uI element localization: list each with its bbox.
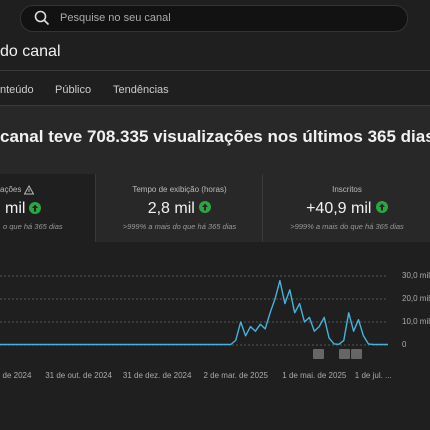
metric-card[interactable]: ações mil o que há 365 dias	[0, 174, 95, 242]
card-value: 2,8 mil	[147, 200, 195, 217]
up-icon	[375, 201, 388, 213]
y-tick-label: 10,0 mil	[402, 317, 430, 326]
x-tick-label: 31 de out. de 2024	[45, 371, 112, 380]
up-icon	[199, 201, 212, 213]
x-tick-label: 2 de mar. de 2025	[203, 371, 268, 380]
search-icon	[34, 10, 50, 26]
video-marker[interactable]	[313, 349, 324, 359]
headline: canal teve 708.335 visualizações nos últ…	[0, 127, 430, 146]
metric-card[interactable]: Tempo de exibição (horas) 2,8 mil >999% …	[95, 174, 263, 242]
card-value: +40,9 mil	[306, 200, 372, 217]
tab[interactable]: nteúdo	[0, 84, 34, 96]
y-tick-label: 30,0 mil	[402, 271, 430, 280]
x-tick-label: 1 de jul. ...	[355, 371, 392, 380]
tab[interactable]: Público	[55, 84, 92, 96]
card-value-row: 2,8 mil	[96, 200, 263, 218]
video-marker[interactable]	[351, 349, 362, 359]
card-note: o que há 365 dias	[3, 222, 63, 231]
data-line	[0, 279, 388, 346]
video-marker[interactable]	[339, 349, 350, 359]
card-label: Tempo de exibição (horas)	[132, 185, 227, 194]
card-label: Inscritos	[332, 185, 362, 194]
header	[0, 36, 430, 71]
card-note: >999% a mais do que há 365 dias	[122, 222, 237, 231]
warning-icon	[24, 185, 34, 195]
up-icon	[29, 202, 41, 214]
tab[interactable]: Tendências	[113, 84, 169, 96]
page-title: do canal	[0, 43, 61, 60]
search-placeholder: Pesquise no seu canal	[60, 12, 171, 24]
card-value: mil	[5, 200, 26, 217]
search-box[interactable]: Pesquise no seu canal	[20, 5, 408, 32]
card-value-row: +40,9 mil	[263, 200, 430, 218]
y-tick-label: 0	[402, 340, 407, 349]
x-tick-label: . de 2024	[0, 371, 32, 380]
chart-panel	[0, 242, 430, 430]
x-tick-label: 31 de dez. de 2024	[123, 371, 192, 380]
card-label: ações	[0, 185, 22, 194]
tab-bar	[0, 71, 430, 106]
metric-card[interactable]: Inscritos +40,9 mil >999% a mais do que …	[262, 174, 430, 242]
x-tick-label: 1 de mai. de 2025	[282, 371, 347, 380]
y-tick-label: 20,0 mil	[402, 294, 430, 303]
card-note: >999% a mais do que há 365 dias	[290, 222, 404, 231]
